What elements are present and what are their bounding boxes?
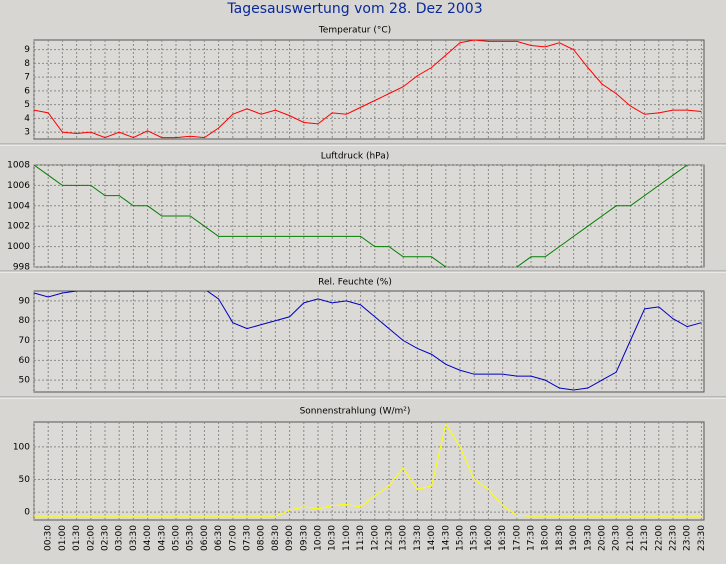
x-tick-label: 04:00	[143, 525, 153, 551]
y-tick-label: 1000	[7, 242, 30, 252]
x-tick-label: 19:00	[569, 525, 579, 551]
x-tick-label: 00:30	[44, 525, 54, 551]
plot-area	[33, 421, 705, 521]
y-tick-label: 1002	[7, 222, 30, 232]
x-tick-label: 05:00	[172, 525, 182, 551]
x-tick-label: 11:00	[342, 525, 352, 551]
y-tick-label: 9	[24, 45, 30, 55]
x-tick-label: 09:30	[299, 525, 309, 551]
x-tick-label: 20:00	[598, 525, 608, 551]
x-tick-label: 20:30	[612, 525, 622, 551]
series-line	[34, 165, 689, 267]
y-tick-label: 50	[19, 376, 31, 386]
x-tick-label: 18:00	[541, 525, 551, 551]
series-line	[34, 40, 702, 139]
y-tick-label: 100	[13, 442, 30, 452]
x-tick-label: 14:00	[427, 525, 437, 551]
x-tick-label: 04:30	[157, 525, 167, 551]
y-tick-label: 80	[19, 316, 31, 326]
x-tick-label: 22:00	[654, 525, 664, 551]
x-tick-label: 16:30	[498, 525, 508, 551]
y-tick-label: 1008	[7, 161, 30, 171]
x-tick-label: 05:30	[186, 525, 196, 551]
y-tick-label: 6	[24, 86, 30, 96]
y-tick-label: 5	[24, 100, 30, 110]
x-tick-label: 06:00	[200, 525, 210, 551]
x-tick-label: 07:30	[243, 525, 253, 551]
x-tick-label: 21:30	[640, 525, 650, 551]
y-tick-label: 70	[19, 336, 31, 346]
x-tick-label: 13:30	[413, 525, 423, 551]
x-tick-label: 02:00	[86, 525, 96, 551]
x-tick-label: 09:00	[285, 525, 295, 551]
x-tick-label: 01:30	[72, 525, 82, 551]
x-tick-label: 17:00	[512, 525, 522, 551]
x-tick-label: 10:00	[314, 525, 324, 551]
y-tick-label: 0	[24, 508, 30, 518]
x-tick-label: 17:30	[527, 525, 537, 551]
chart-title: Rel. Feuchte (%)	[318, 278, 392, 288]
x-tick-label: 15:00	[456, 525, 466, 551]
x-tick-label: 02:30	[101, 525, 111, 551]
x-tick-label: 15:30	[470, 525, 480, 551]
x-tick-label: 23:00	[683, 525, 693, 551]
y-tick-label: 90	[19, 296, 31, 306]
x-tick-label: 12:30	[385, 525, 395, 551]
x-tick-label: 18:30	[555, 525, 565, 551]
x-tick-label: 22:30	[669, 525, 679, 551]
x-tick-label: 13:00	[399, 525, 409, 551]
x-tick-label: 16:00	[484, 525, 494, 551]
y-tick-label: 3	[24, 128, 30, 138]
page-title: Tagesauswertung vom 28. Dez 2003	[226, 1, 482, 17]
x-tick-label: 01:00	[58, 525, 68, 551]
x-tick-label: 08:30	[271, 525, 281, 551]
y-tick-label: 4	[24, 114, 30, 124]
chart-title: Temperatur (°C)	[318, 26, 391, 36]
series-line	[34, 291, 702, 391]
plot-area	[33, 290, 705, 393]
y-tick-label: 50	[19, 475, 31, 485]
x-tick-label: 21:00	[626, 525, 636, 551]
x-tick-label: 08:00	[257, 525, 267, 551]
plot-area	[33, 164, 705, 268]
x-tick-label: 11:30	[356, 525, 366, 551]
y-tick-label: 8	[24, 59, 30, 69]
x-tick-label: 10:30	[328, 525, 338, 551]
y-tick-label: 60	[19, 356, 31, 366]
x-tick-label: 07:00	[228, 525, 238, 551]
x-tick-label: 14:30	[441, 525, 451, 551]
y-tick-label: 1004	[7, 201, 30, 211]
x-tick-label: 06:30	[214, 525, 224, 551]
plot-area	[33, 39, 705, 140]
chart-title: Sonnenstrahlung (W/m²)	[300, 407, 411, 417]
series-line	[34, 422, 702, 517]
x-tick-label: 23:30	[697, 525, 707, 551]
x-tick-label: 12:00	[370, 525, 380, 551]
y-tick-label: 998	[13, 263, 30, 273]
x-tick-label: 03:00	[115, 525, 125, 551]
x-tick-label: 19:30	[583, 525, 593, 551]
y-tick-label: 7	[24, 73, 30, 83]
y-tick-label: 1006	[7, 181, 30, 191]
x-tick-label: 03:30	[129, 525, 139, 551]
chart-title: Luftdruck (hPa)	[321, 152, 390, 162]
